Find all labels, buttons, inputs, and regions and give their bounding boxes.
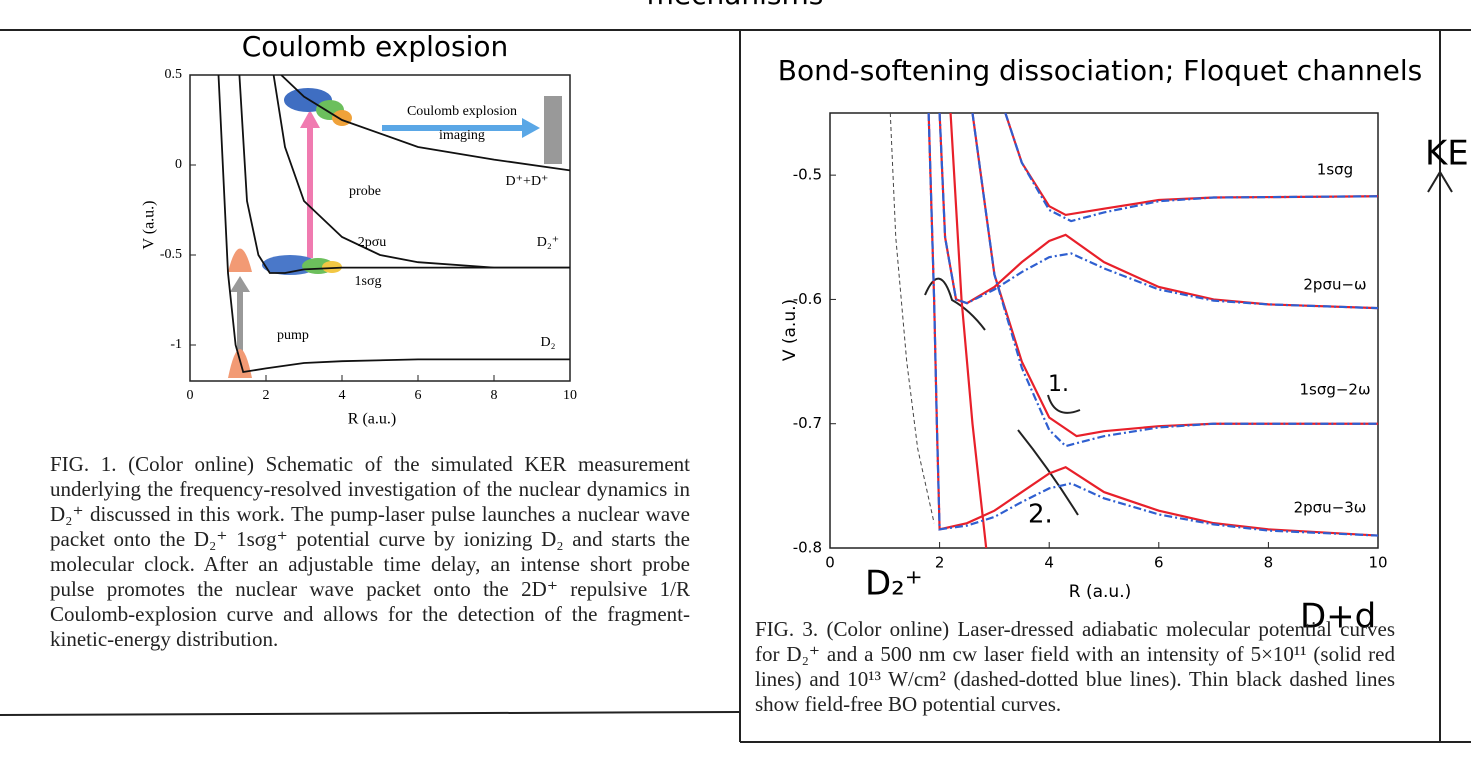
x-tick-label: 10: [1368, 554, 1387, 572]
y-tick-label: -0.7: [793, 414, 822, 432]
x-axis-label: R (a.u.): [1069, 582, 1131, 602]
curve: [929, 113, 1378, 536]
y-tick-label: 0.5: [165, 67, 183, 82]
y-tick-label: 0: [175, 157, 182, 172]
annotation: probe: [349, 184, 381, 199]
y-tick-label: -1: [170, 337, 182, 352]
y-axis-label: V (a.u.): [780, 299, 800, 361]
annotation: 1sσg−2ω: [1299, 381, 1370, 399]
caption: FIG. 3. (Color online) Laser-dressed adi…: [755, 617, 1395, 717]
caption: FIG. 1. (Color online) Schematic of the …: [50, 452, 690, 652]
x-axis-label: R (a.u.): [348, 411, 396, 428]
y-tick-label: -0.5: [793, 166, 822, 184]
x-tick-label: 2: [263, 388, 270, 403]
x-tick-label: 4: [1044, 554, 1054, 572]
page-title: mechanisms: [647, 0, 824, 11]
curve: [890, 113, 934, 523]
annotation: pump: [277, 328, 309, 343]
plot-frame: [190, 75, 570, 381]
handwriting: KER: [1425, 134, 1471, 174]
x-tick-label: 6: [415, 388, 422, 403]
annotation: 2pσu: [358, 235, 387, 250]
panel-title: Coulomb explosion: [242, 30, 509, 63]
x-tick-label: 8: [1264, 554, 1274, 572]
annotation: D⁺+D⁺: [506, 174, 549, 189]
annotation: D₂⁺: [537, 235, 559, 250]
x-tick-label: 8: [491, 388, 498, 403]
annotation: Coulomb explosion: [407, 104, 517, 119]
x-tick-label: 0: [187, 388, 194, 403]
panel-title: Bond-softening dissociation; Floquet cha…: [778, 54, 1422, 87]
x-tick-label: 2: [935, 554, 945, 572]
handwriting: D₂⁺: [865, 564, 923, 604]
bottom-rule: [0, 712, 740, 715]
annotation: imaging: [439, 128, 485, 143]
handwriting: 1.: [1048, 372, 1069, 397]
x-tick-label: 6: [1154, 554, 1164, 572]
handwriting: 2.: [1028, 500, 1053, 530]
y-tick-label: -0.5: [160, 247, 182, 262]
annotation: 2pσu−3ω: [1294, 499, 1367, 517]
x-tick-label: 4: [339, 388, 346, 403]
x-tick-label: 10: [563, 388, 577, 403]
page: mechanisms Coulomb explosion Bond-soften…: [0, 0, 1471, 764]
y-tick-label: -0.8: [793, 539, 822, 557]
plot-frame: [830, 113, 1378, 548]
annotation: D₂: [541, 335, 556, 350]
curve: [219, 75, 571, 372]
curve: [929, 113, 1378, 536]
annotation: 1sσg: [355, 274, 382, 289]
x-tick-label: 0: [825, 554, 835, 572]
y-axis-label: V (a.u.): [141, 200, 158, 249]
annotation: 2pσu−ω: [1303, 276, 1366, 294]
annotation: 1sσg: [1317, 161, 1353, 179]
